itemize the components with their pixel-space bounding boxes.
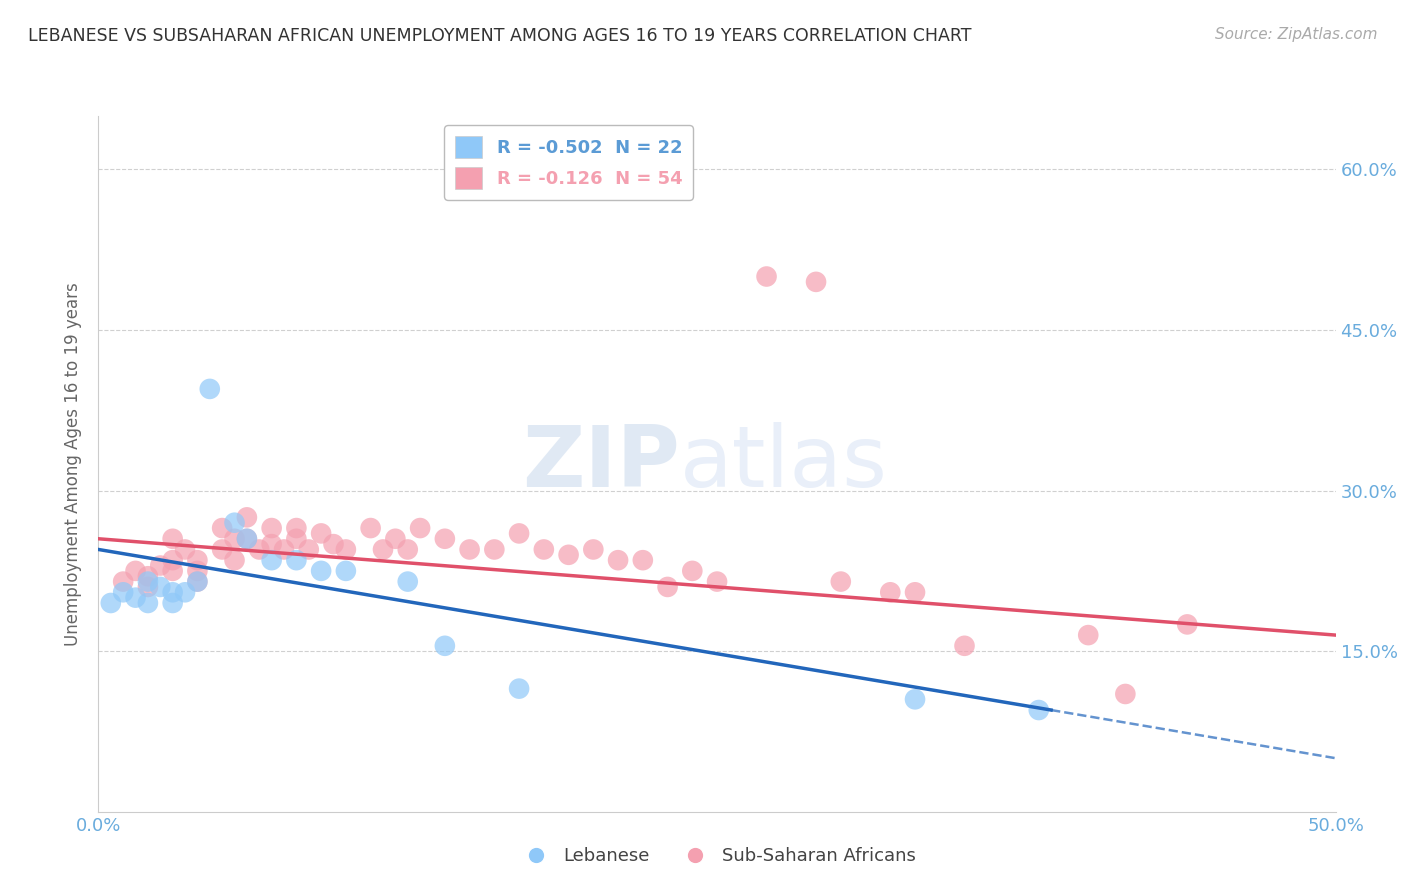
Point	[224, 532, 246, 546]
Point	[273, 542, 295, 557]
Point	[309, 526, 332, 541]
Text: atlas: atlas	[681, 422, 889, 506]
Point	[309, 564, 332, 578]
Point	[1028, 703, 1050, 717]
Point	[285, 532, 308, 546]
Point	[285, 521, 308, 535]
Point	[224, 553, 246, 567]
Point	[247, 542, 270, 557]
Point	[136, 574, 159, 589]
Point	[136, 580, 159, 594]
Point	[384, 532, 406, 546]
Point	[174, 542, 197, 557]
Point	[396, 574, 419, 589]
Point	[1175, 617, 1198, 632]
Point	[100, 596, 122, 610]
Point	[607, 553, 630, 567]
Point	[631, 553, 654, 567]
Point	[162, 596, 184, 610]
Point	[1077, 628, 1099, 642]
Point	[508, 681, 530, 696]
Point	[508, 526, 530, 541]
Point	[174, 585, 197, 599]
Point	[260, 553, 283, 567]
Point	[582, 542, 605, 557]
Point	[112, 585, 135, 599]
Point	[186, 553, 208, 567]
Point	[186, 574, 208, 589]
Point	[433, 532, 456, 546]
Point	[162, 553, 184, 567]
Point	[124, 591, 146, 605]
Point	[335, 542, 357, 557]
Point	[484, 542, 506, 557]
Point	[186, 564, 208, 578]
Point	[136, 569, 159, 583]
Point	[198, 382, 221, 396]
Point	[1114, 687, 1136, 701]
Point	[335, 564, 357, 578]
Y-axis label: Unemployment Among Ages 16 to 19 years: Unemployment Among Ages 16 to 19 years	[65, 282, 83, 646]
Point	[149, 580, 172, 594]
Point	[904, 692, 927, 706]
Point	[533, 542, 555, 557]
Point	[360, 521, 382, 535]
Point	[224, 516, 246, 530]
Point	[162, 564, 184, 578]
Point	[236, 532, 259, 546]
Point	[236, 532, 259, 546]
Point	[186, 574, 208, 589]
Point	[657, 580, 679, 594]
Text: ZIP: ZIP	[522, 422, 681, 506]
Point	[322, 537, 344, 551]
Point	[211, 542, 233, 557]
Point	[804, 275, 827, 289]
Point	[681, 564, 703, 578]
Point	[755, 269, 778, 284]
Point	[433, 639, 456, 653]
Point	[396, 542, 419, 557]
Point	[409, 521, 432, 535]
Point	[953, 639, 976, 653]
Point	[260, 521, 283, 535]
Point	[236, 510, 259, 524]
Point	[112, 574, 135, 589]
Point	[162, 532, 184, 546]
Point	[285, 553, 308, 567]
Point	[371, 542, 394, 557]
Legend: Lebanese, Sub-Saharan Africans: Lebanese, Sub-Saharan Africans	[510, 840, 924, 872]
Point	[260, 537, 283, 551]
Point	[904, 585, 927, 599]
Point	[211, 521, 233, 535]
Point	[298, 542, 321, 557]
Text: Source: ZipAtlas.com: Source: ZipAtlas.com	[1215, 27, 1378, 42]
Point	[879, 585, 901, 599]
Point	[458, 542, 481, 557]
Point	[557, 548, 579, 562]
Point	[830, 574, 852, 589]
Point	[124, 564, 146, 578]
Point	[136, 596, 159, 610]
Point	[149, 558, 172, 573]
Point	[706, 574, 728, 589]
Text: LEBANESE VS SUBSAHARAN AFRICAN UNEMPLOYMENT AMONG AGES 16 TO 19 YEARS CORRELATIO: LEBANESE VS SUBSAHARAN AFRICAN UNEMPLOYM…	[28, 27, 972, 45]
Point	[162, 585, 184, 599]
